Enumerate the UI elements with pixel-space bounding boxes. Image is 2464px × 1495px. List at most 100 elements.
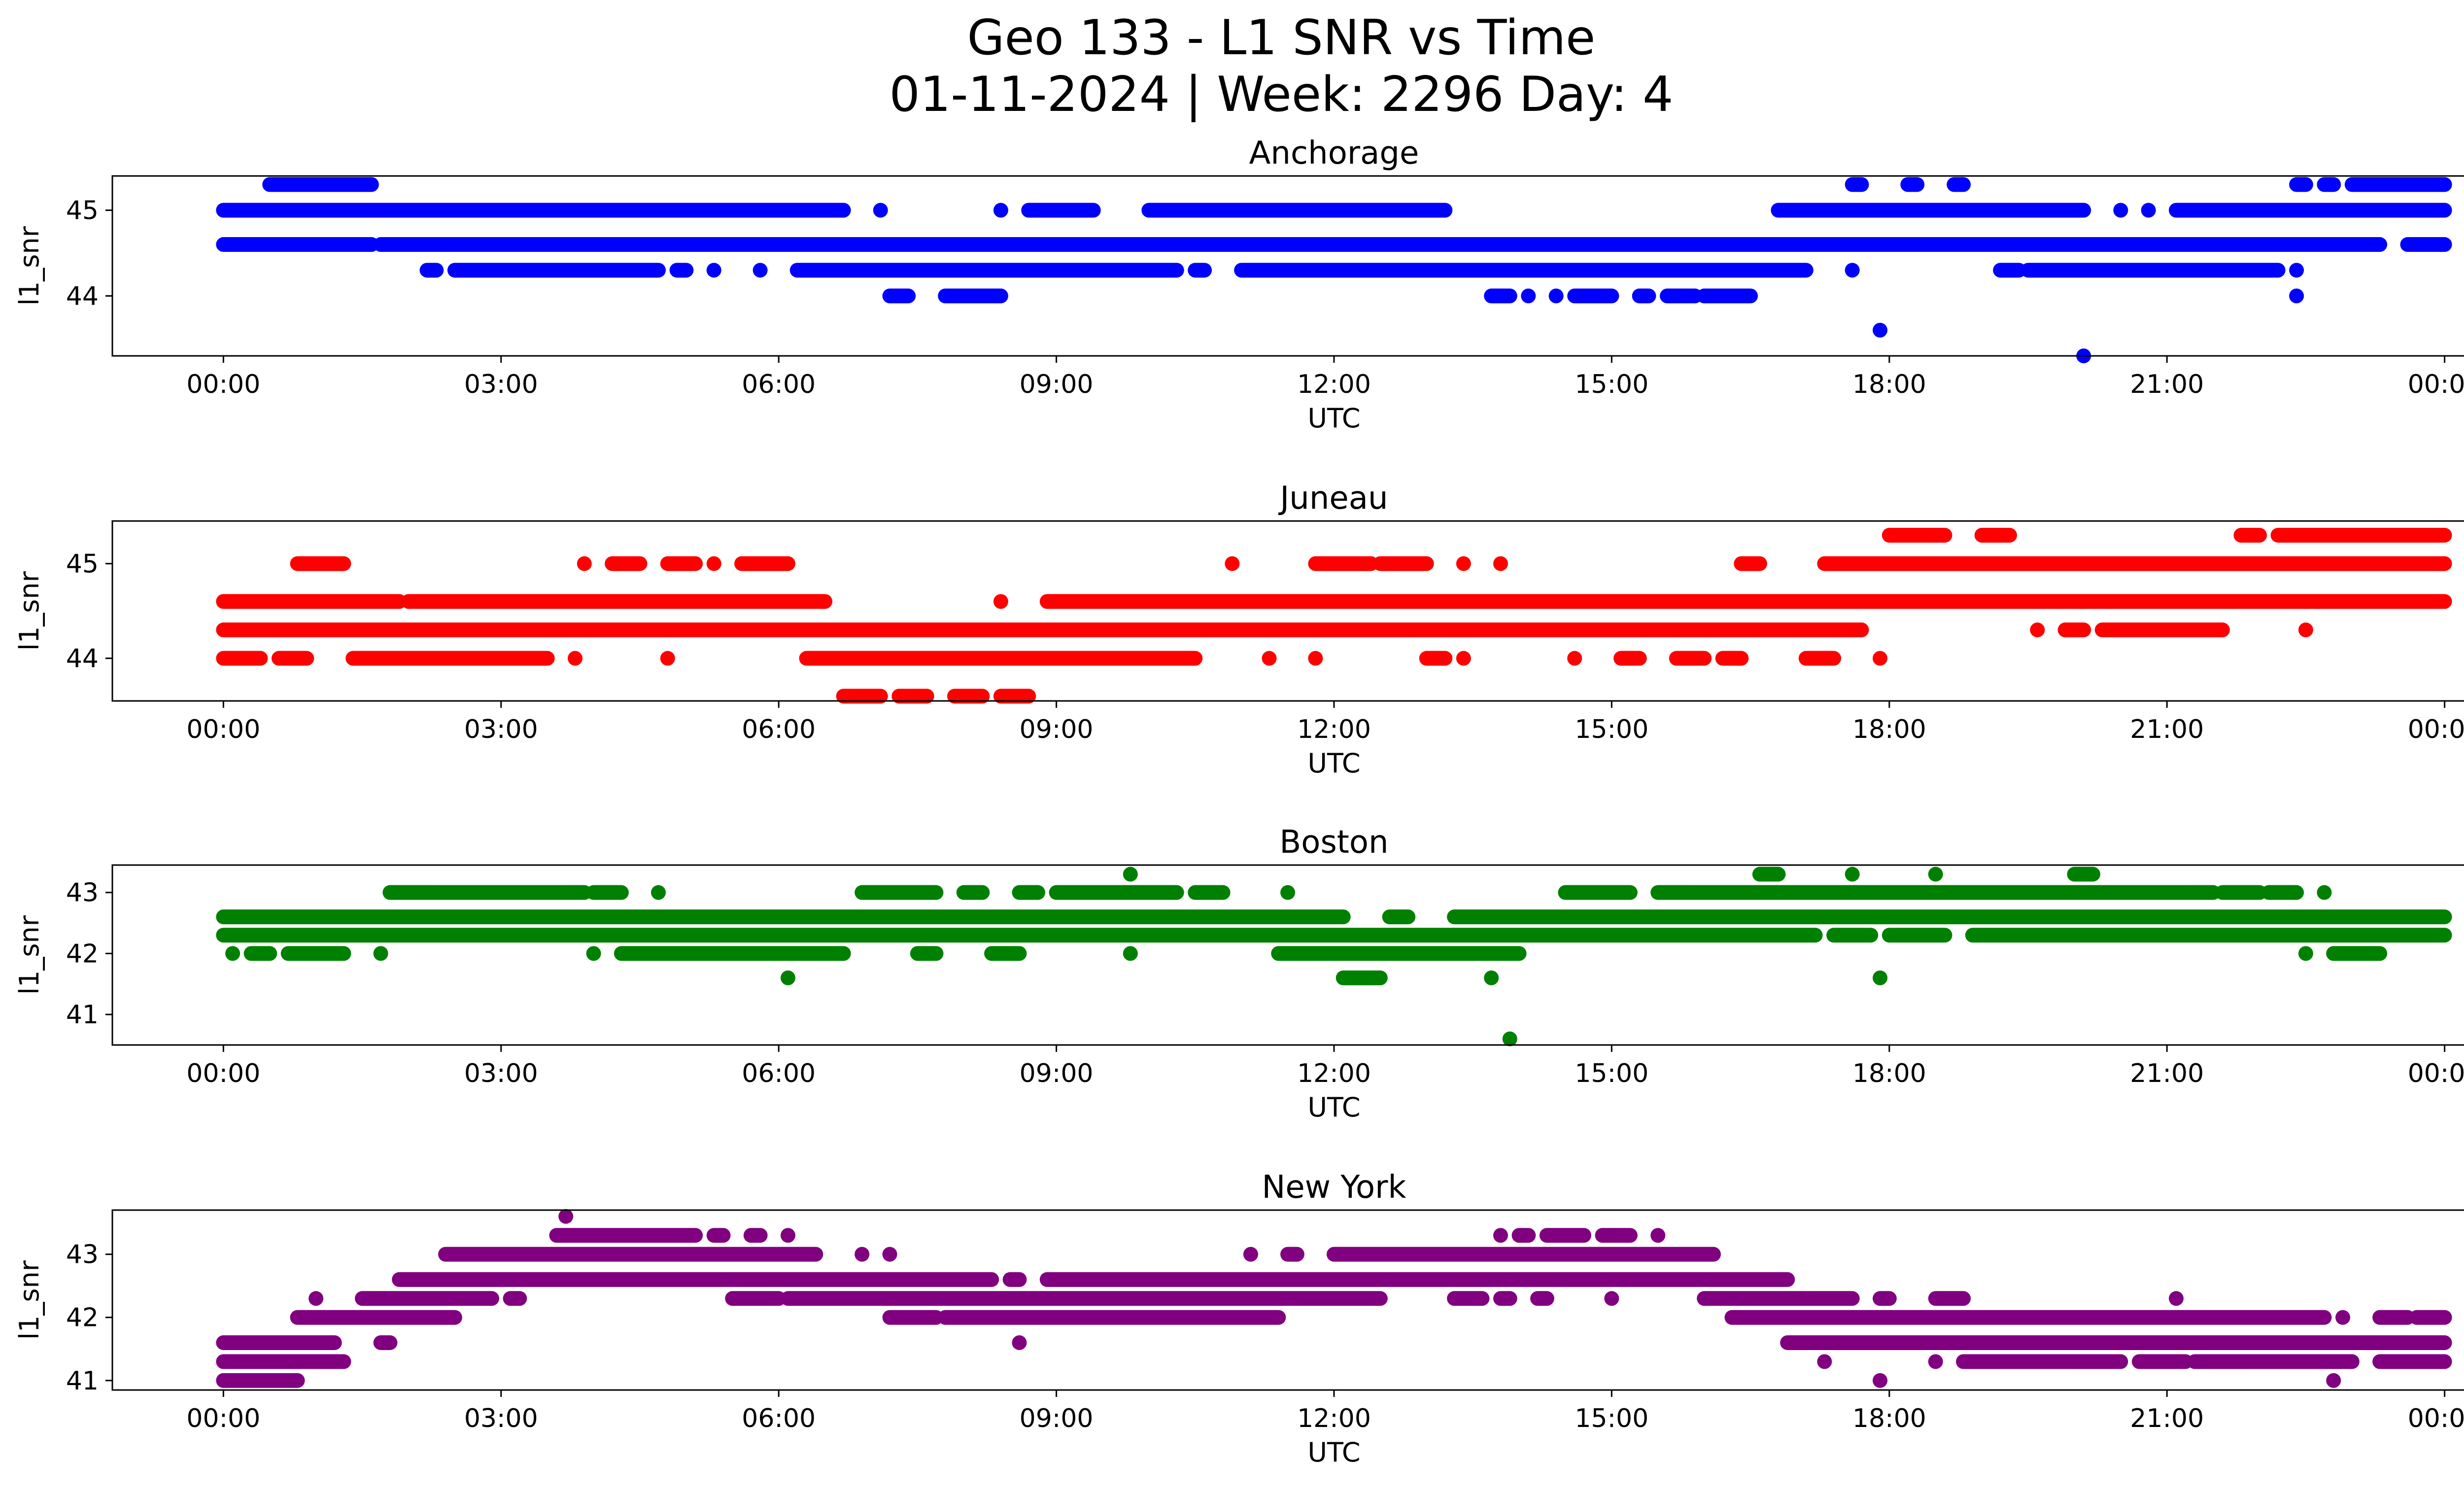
data-point (780, 970, 795, 985)
data-point (706, 263, 721, 278)
data-point-run (382, 885, 592, 900)
data-point-run (1308, 556, 1379, 571)
data-point-run (216, 651, 268, 666)
data-point-run (2317, 177, 2341, 192)
data-point (1845, 867, 1860, 882)
data-point (1493, 1228, 1508, 1243)
subplot-title: New York (1262, 1169, 1406, 1206)
y-tick-label: 43 (66, 878, 99, 908)
data-point-run (1882, 928, 1952, 943)
data-point-run (216, 1335, 342, 1350)
data-point-run (373, 237, 2388, 252)
subplot-title: Juneau (1278, 480, 1388, 517)
data-point-run (1511, 1228, 1536, 1243)
data-point-run (1021, 203, 1101, 218)
data-point-run (392, 1272, 999, 1287)
figure-title-line-1: Geo 133 - L1 SNR vs Time (967, 10, 1596, 66)
y-tick-label: 41 (66, 1000, 99, 1030)
data-point-run (1558, 885, 1638, 900)
x-tick-label: 00:00 (2408, 1059, 2464, 1088)
figure-title-line-2: 01-11-2024 | Week: 2296 Day: 4 (890, 67, 1674, 123)
data-point (993, 203, 1008, 218)
data-point-run (419, 263, 444, 278)
data-point-run (290, 556, 351, 571)
data-point-run (910, 946, 944, 961)
x-tick-label: 09:00 (1020, 715, 1094, 744)
data-point-run (2169, 203, 2452, 218)
data-point-run (956, 885, 990, 900)
x-tick-label: 00:00 (186, 715, 260, 744)
y-tick-label: 42 (66, 1303, 99, 1333)
data-point-run (1447, 909, 2452, 925)
data-point-run (290, 1310, 462, 1325)
y-tick-label: 44 (66, 644, 99, 674)
data-point-run (373, 1335, 398, 1350)
data-point-run (503, 1291, 527, 1306)
data-point-run (836, 689, 888, 704)
data-point (558, 1209, 574, 1224)
y-tick-label: 45 (66, 196, 99, 226)
data-point (1280, 885, 1296, 900)
data-point-run (1873, 1291, 1897, 1306)
data-point-run (2057, 622, 2091, 637)
x-tick-label: 18:00 (1852, 370, 1926, 399)
x-axis-label: UTC (1307, 1092, 1360, 1123)
data-point-run (2067, 867, 2100, 882)
data-point-run (1956, 1354, 2128, 1369)
data-point-run (2409, 1310, 2452, 1325)
y-axis-label: l1_snr (14, 915, 45, 995)
data-point-run (1002, 1272, 1027, 1287)
x-axis-label: UTC (1307, 1437, 1360, 1468)
x-tick-label: 15:00 (1574, 370, 1648, 399)
data-point-run (262, 177, 379, 192)
x-tick-label: 00:00 (2408, 1404, 2464, 1433)
data-point (1567, 651, 1582, 666)
data-point-run (1335, 970, 1388, 985)
y-axis-label: l1_snr (14, 226, 45, 306)
data-point (1873, 651, 1888, 666)
data-point (1012, 1335, 1027, 1350)
x-tick-label: 06:00 (742, 1059, 816, 1088)
data-point (1845, 263, 1860, 278)
x-axis-label: UTC (1307, 403, 1360, 434)
data-point (855, 1247, 870, 1262)
data-point (2289, 263, 2304, 278)
data-point-run (1697, 1291, 1860, 1306)
data-point-run (1271, 946, 1527, 961)
data-point (1873, 970, 1888, 985)
subplot-juneau: Juneau 00:00 03:00 06:00 09:00 12:00 15:00 18:0… (14, 480, 2464, 779)
data-point (1650, 1228, 1666, 1243)
subplot-anchorage: Anchorage 00:00 03:00 06:00 09:00 12:00 15:00 1… (14, 135, 2464, 434)
data-point-run (401, 594, 833, 609)
data-point-run (2131, 1354, 2193, 1369)
data-point-run (2400, 237, 2452, 252)
y-axis-label: l1_snr (14, 571, 45, 651)
data-point-run (938, 288, 1008, 304)
data-point (1456, 556, 1471, 571)
data-point (1262, 651, 1277, 666)
data-point (660, 651, 675, 666)
data-point-run (216, 622, 1869, 637)
data-point-run (2233, 527, 2267, 543)
data-point-run (614, 946, 851, 961)
x-tick-label: 18:00 (1852, 1059, 1926, 1088)
data-point-run (1734, 556, 1767, 571)
data-point (2030, 622, 2045, 637)
data-point-run (1234, 263, 1814, 278)
data-point-run (2261, 885, 2304, 900)
data-point-run (947, 689, 990, 704)
data-point-run (438, 1247, 823, 1262)
data-point-run (1188, 885, 1231, 900)
data-point-run (2270, 527, 2452, 543)
data-point (225, 946, 240, 961)
data-point (568, 651, 583, 666)
data-point (2289, 288, 2304, 304)
x-tick-label: 18:00 (1852, 715, 1926, 744)
x-tick-label: 00:00 (2408, 370, 2464, 399)
x-tick-label: 15:00 (1574, 715, 1648, 744)
y-tick-label: 43 (66, 1240, 99, 1270)
x-tick-label: 00:00 (186, 370, 260, 399)
data-point (651, 885, 666, 900)
data-point-run (2187, 1354, 2360, 1369)
y-tick-label: 44 (66, 281, 99, 311)
